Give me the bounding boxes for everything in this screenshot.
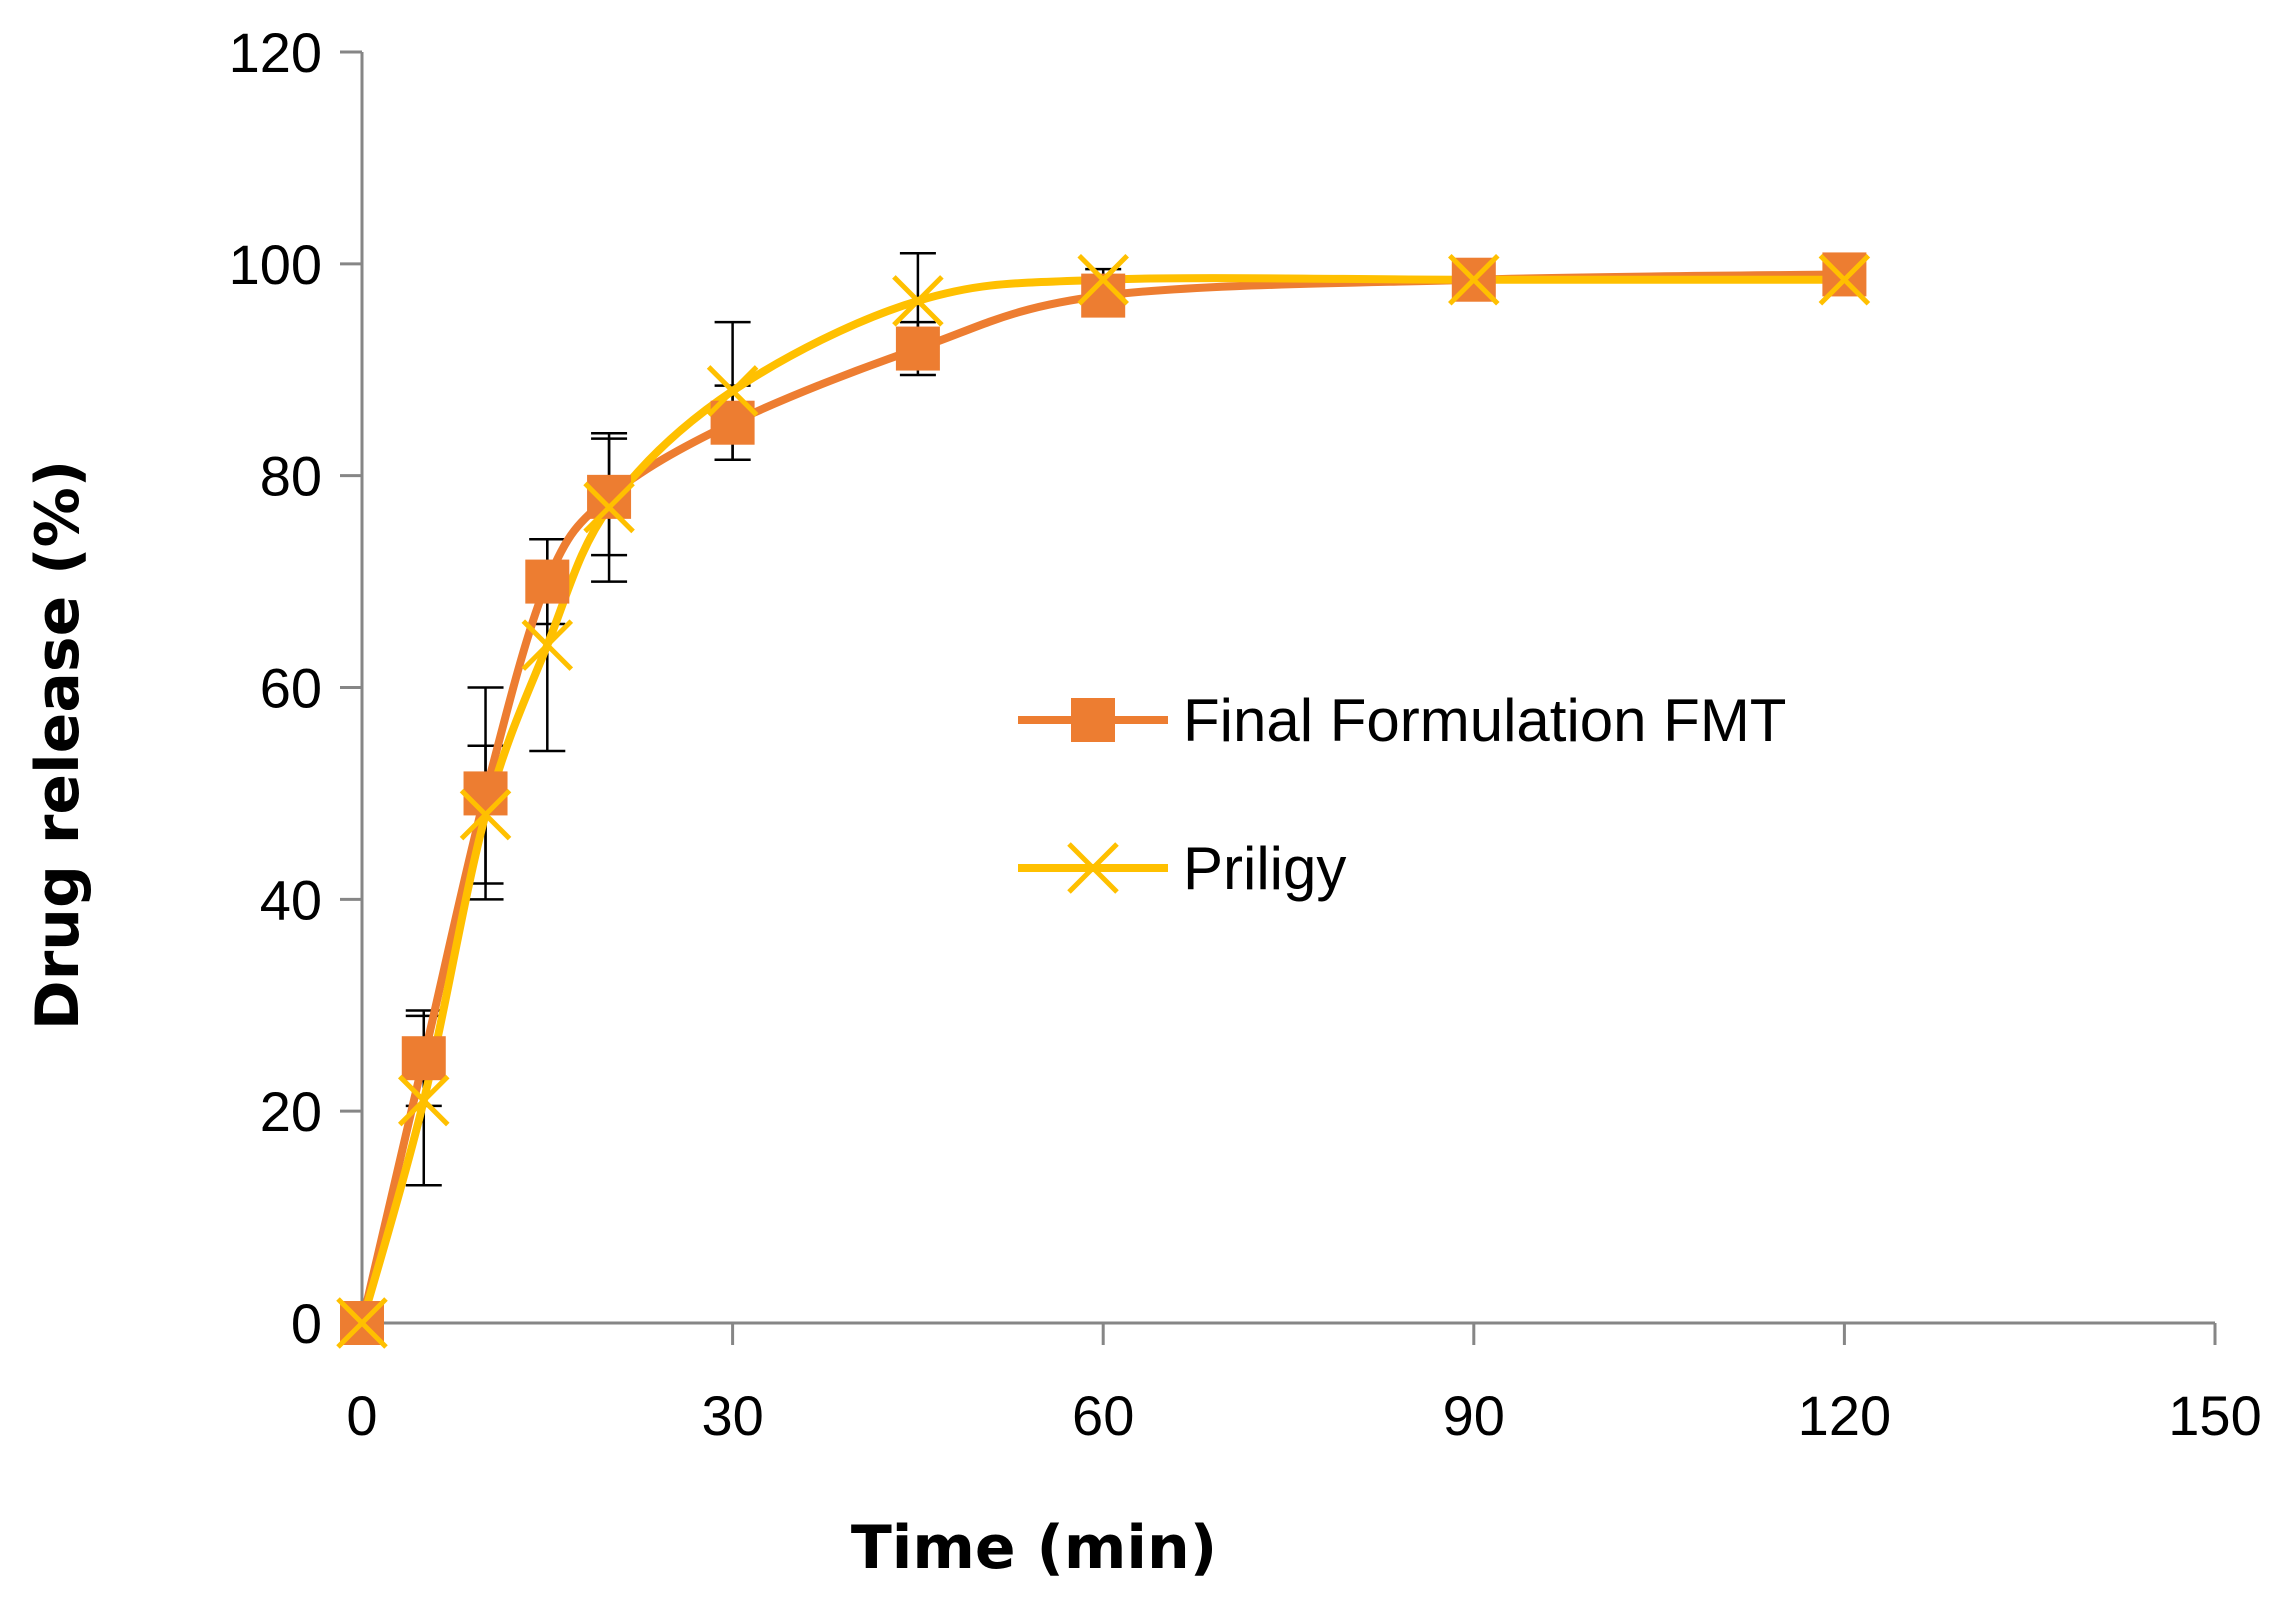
legend-marker-x-b	[1067, 842, 1119, 894]
legend-item-0: Final Formulation FMT	[1018, 687, 1786, 754]
legend-marker-square	[1071, 698, 1115, 742]
y-axis-title: Drug release (%)	[23, 460, 93, 1030]
legend-label-0: Final Formulation FMT	[1183, 687, 1786, 754]
legend-item-1: Priligy	[1018, 835, 1346, 902]
axes: 0 20 40 60 80 100 120 0 30 60 90 120 150	[229, 21, 2262, 1447]
marker-square-9	[1822, 252, 1867, 297]
marker-x-stroke-b	[459, 788, 512, 841]
marker-x-stroke-b	[397, 1074, 450, 1127]
series-line-1	[358, 274, 1845, 1325]
legend: Final Formulation FMT Priligy	[1018, 687, 1786, 902]
marker-x-7	[1077, 253, 1129, 306]
marker-x-stroke-b	[1818, 253, 1871, 306]
series-markers	[336, 252, 1871, 1349]
y-tick-label-100: 100	[229, 233, 322, 296]
marker-x-stroke-b	[706, 365, 759, 417]
x-tick-label-0: 0	[346, 1384, 377, 1447]
marker-square-3	[525, 559, 570, 604]
marker-x-4	[583, 481, 635, 534]
x-tick-label-150: 150	[2168, 1384, 2261, 1447]
y-tick-label-80: 80	[260, 445, 322, 508]
x-tick-label-90: 90	[1443, 1384, 1505, 1447]
marker-x-stroke-b	[892, 275, 944, 327]
marker-x-stroke-b	[1077, 253, 1129, 306]
marker-x-stroke-b	[583, 481, 635, 534]
marker-x-stroke-b	[521, 619, 574, 671]
marker-x-3	[521, 619, 574, 671]
y-tick-label-120: 120	[229, 21, 322, 84]
marker-x-6	[892, 275, 944, 327]
x-tick-label-60: 60	[1072, 1384, 1134, 1447]
y-tick-label-60: 60	[260, 657, 322, 720]
marker-square-6	[895, 326, 940, 371]
marker-x-stroke-b	[336, 1297, 388, 1349]
marker-x-5	[706, 365, 759, 417]
marker-square-1	[401, 1036, 446, 1081]
series-line-0	[358, 270, 1845, 1324]
y-tick-label-40: 40	[260, 868, 322, 931]
x-tick-label-30: 30	[701, 1384, 763, 1447]
marker-x-8	[1448, 253, 1500, 306]
x-tick-label-120: 120	[1798, 1384, 1891, 1447]
y-tick-label-0: 0	[291, 1292, 322, 1355]
marker-x-9	[1818, 253, 1871, 306]
legend-label-1: Priligy	[1183, 835, 1346, 902]
y-tick-label-20: 20	[260, 1080, 322, 1143]
marker-square-4	[587, 474, 632, 519]
marker-x-1	[397, 1074, 450, 1127]
marker-square-2	[463, 771, 508, 816]
series-lines	[358, 270, 1845, 1325]
marker-x-0	[336, 1297, 388, 1349]
marker-x-2	[459, 788, 512, 841]
marker-x-stroke-b	[1448, 253, 1500, 306]
x-axis-title: Time (min)	[851, 1513, 1217, 1583]
